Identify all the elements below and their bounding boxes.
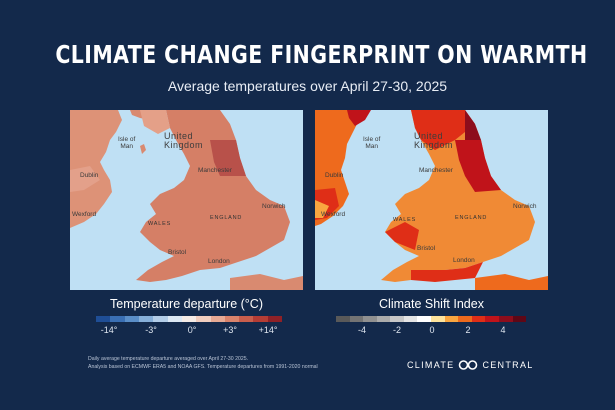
csi-tick: 4 — [500, 325, 506, 335]
temperature-scale-swatch — [110, 316, 125, 322]
label-manchester-csi: Manchester — [419, 167, 453, 174]
temperature-scale-swatch — [181, 316, 197, 322]
csi-scale-swatch — [349, 316, 364, 322]
temperature-scale-swatch — [167, 316, 182, 322]
footnote-line-1: Daily average temperature departure aver… — [88, 356, 249, 362]
temperature-map-graphic — [70, 110, 303, 290]
footnote-line-2: Analysis based on ECMWF ERA5 and NOAA GF… — [88, 364, 318, 371]
label-united-kingdom: United Kingdom — [164, 131, 204, 150]
climate-central-logo: CLIMATE CENTRAL — [407, 360, 534, 370]
temperature-scale-swatch — [96, 316, 111, 322]
csi-scale-swatch — [417, 316, 432, 322]
label-wales: WALES — [148, 221, 172, 227]
footnote: Daily average temperature departure aver… — [88, 355, 318, 371]
temperature-departure-map: Isle of Man United Kingdom Dublin Manche… — [70, 110, 303, 290]
temperature-scale-swatch — [138, 316, 154, 322]
csi-map-graphic — [315, 110, 548, 290]
climate-shift-index-map: Isle of Man United Kingdom Dublin Manche… — [315, 110, 548, 290]
label-bristol-csi: Bristol — [417, 245, 436, 252]
csi-scale-swatch — [485, 316, 499, 322]
csi-scale-ticks: -4 -2 0 2 4 — [336, 325, 526, 337]
page-subtitle: Average temperatures over April 27-30, 2… — [167, 78, 448, 94]
temperature-scale-swatch — [267, 316, 283, 322]
csi-tick: -4 — [357, 325, 367, 335]
page-title: CLIMATE CHANGE FINGERPRINT ON WARMTH — [55, 40, 588, 69]
csi-scale-swatch — [376, 316, 391, 322]
temperature-scale-swatch — [210, 316, 225, 322]
label-norwich-csi: Norwich — [513, 203, 537, 210]
label-united-kingdom-csi: United Kingdom — [414, 131, 454, 150]
label-bristol: Bristol — [168, 249, 187, 256]
infinity-logo-icon — [459, 360, 478, 370]
csi-scale-swatch — [403, 316, 418, 322]
temperature-legend-title: Temperature departure (°C) — [110, 297, 263, 311]
temperature-scale-swatch — [196, 316, 211, 322]
csi-scale-swatch — [444, 316, 459, 322]
label-isle-of-man: Isle of Man — [118, 136, 136, 150]
csi-scale-swatch — [363, 316, 377, 322]
label-dublin-csi: Dublin — [325, 172, 344, 179]
temperature-scale-swatch — [253, 316, 268, 322]
csi-color-scale — [336, 316, 527, 322]
csi-scale-swatch — [431, 316, 445, 322]
label-isle-of-man-csi: Isle of Man — [363, 136, 381, 150]
temperature-tick: 0° — [187, 325, 197, 335]
csi-tick: -2 — [392, 325, 402, 335]
csi-scale-swatch — [471, 316, 486, 322]
temperature-tick: +14° — [258, 325, 278, 335]
temperature-scale-ticks: -14° -3° 0° +3° +14° — [96, 325, 282, 337]
csi-scale-swatch — [390, 316, 404, 322]
brand-text-left: CLIMATE — [407, 360, 455, 370]
temperature-scale-swatch — [153, 316, 168, 322]
label-wexford-csi: Wexford — [321, 211, 346, 218]
csi-scale-swatch — [336, 316, 350, 322]
temperature-scale-swatch — [124, 316, 139, 322]
label-manchester: Manchester — [198, 167, 232, 174]
csi-tick: 2 — [465, 325, 471, 335]
csi-scale-swatch — [512, 316, 527, 322]
label-wales-csi: WALES — [393, 217, 417, 223]
temperature-tick: -3° — [145, 325, 157, 335]
label-london: London — [208, 258, 230, 265]
csi-scale-swatch — [458, 316, 472, 322]
temperature-tick: -14° — [100, 325, 118, 335]
csi-tick: 0 — [429, 325, 435, 335]
label-england: ENGLAND — [210, 215, 243, 221]
brand-text-right: CENTRAL — [482, 360, 534, 370]
label-london-csi: London — [453, 257, 475, 264]
csi-legend-title: Climate Shift Index — [379, 297, 484, 311]
temperature-scale-swatch — [239, 316, 254, 322]
label-norwich: Norwich — [262, 203, 286, 210]
label-dublin: Dublin — [80, 172, 99, 179]
label-england-csi: ENGLAND — [455, 215, 488, 221]
label-wexford: Wexford — [72, 211, 97, 218]
temperature-color-scale — [96, 316, 283, 322]
temperature-tick: +3° — [223, 325, 237, 335]
csi-scale-swatch — [498, 316, 513, 322]
temperature-scale-swatch — [224, 316, 240, 322]
